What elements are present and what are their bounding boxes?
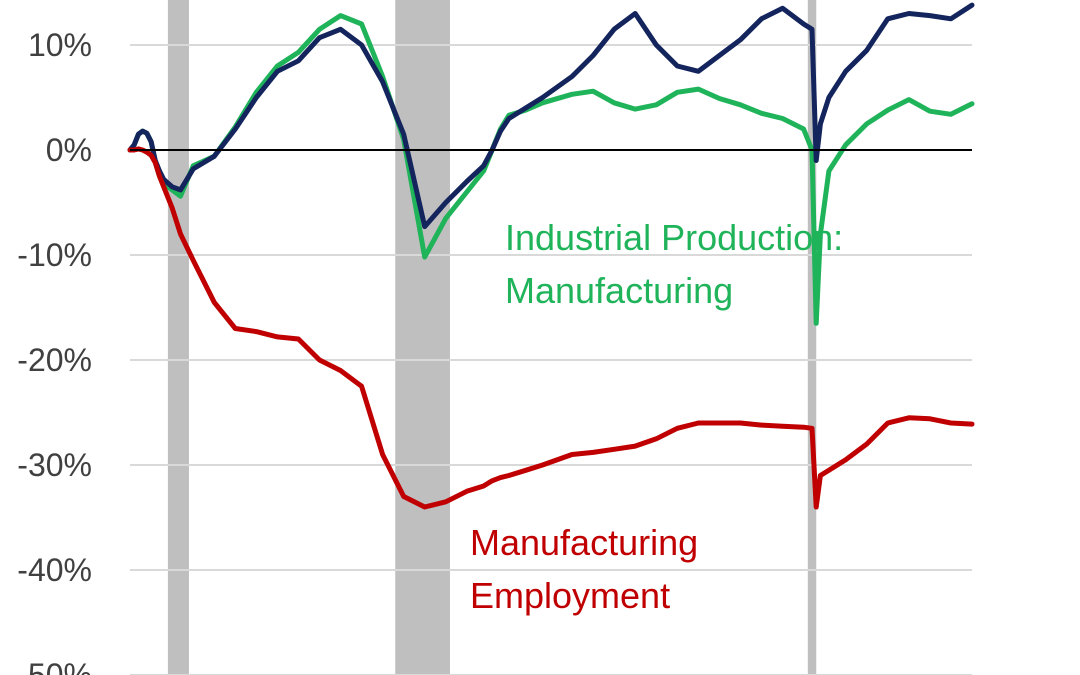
manufacturing-employment-label-line1: Manufacturing — [470, 522, 698, 563]
y-tick-label: -20% — [17, 342, 92, 378]
industrial-production-label-line2: Manufacturing — [505, 270, 733, 311]
gridlines — [130, 44, 972, 675]
y-tick-label: 0% — [46, 132, 92, 168]
recession-band-2 — [807, 0, 817, 675]
series-line-1 — [127, 2, 975, 230]
series-line-2 — [127, 146, 975, 510]
recession-band-1 — [395, 0, 450, 675]
y-tick-label: -30% — [17, 447, 92, 483]
recession-band-0 — [167, 0, 189, 675]
y-tick-label: -40% — [17, 552, 92, 588]
recession-bands — [167, 0, 817, 675]
industrial-production-label-line1: Industrial Production: — [505, 217, 843, 258]
y-axis-labels: 10% 0% -10% -20% -30% -40% -50% — [17, 27, 92, 675]
y-tick-label: -10% — [17, 237, 92, 273]
y-tick-label: -50% — [17, 657, 92, 675]
series-lines — [127, 2, 975, 510]
manufacturing-employment-label-line2: Employment — [470, 575, 670, 616]
y-tick-label: 10% — [28, 27, 92, 63]
